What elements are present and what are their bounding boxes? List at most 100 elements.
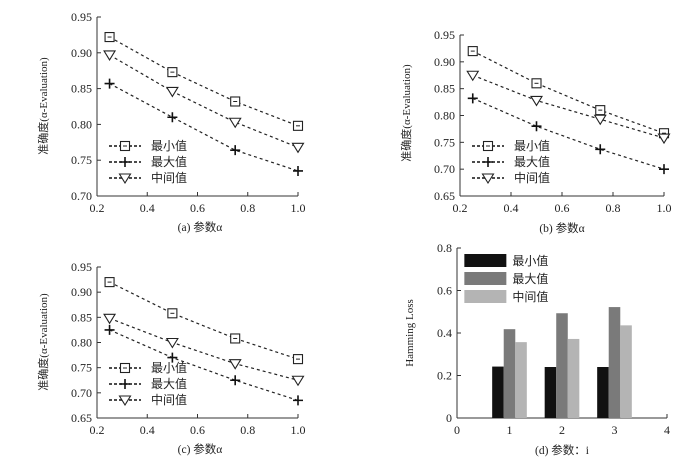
x-tick-label: 2 (559, 423, 565, 437)
series-triangle-point (165, 337, 179, 349)
y-tick-label: 0 (446, 411, 452, 425)
y-tick-label: 0.95 (434, 28, 455, 42)
legend-swatch (464, 290, 507, 303)
legend-entry: 最小值 (109, 360, 187, 375)
x-tick-label: 1.0 (291, 201, 306, 215)
legend-label: 最大值 (512, 271, 548, 286)
series-line (109, 83, 299, 172)
series-line (109, 281, 299, 360)
y-tick-label: 0.90 (71, 285, 92, 299)
bar (567, 338, 580, 418)
series-triangle-point (165, 86, 179, 98)
series-triangle-point (291, 375, 305, 387)
legend-label: 最小值 (512, 253, 548, 268)
y-tick-label: 0.65 (434, 189, 455, 203)
y-tick-label: 0.6 (437, 284, 452, 298)
x-tick-label: 3 (612, 423, 618, 437)
chart-caption: (d) 参数：i (535, 443, 589, 457)
series-line (109, 36, 299, 127)
y-tick-label: 0.90 (71, 46, 92, 60)
x-tick-label: 1 (507, 423, 513, 437)
series-triangle-point (657, 133, 671, 145)
bar (620, 325, 632, 418)
x-tick-label: 0.8 (240, 201, 255, 215)
legend-point (118, 395, 132, 407)
legend-entry: 最大值 (109, 154, 187, 169)
chart-caption: (a) 参数α (178, 220, 223, 234)
x-tick-label: 0.6 (190, 201, 205, 215)
x-tick-label: 4 (664, 423, 670, 437)
series-line (109, 54, 299, 148)
legend-entry: 最小值 (472, 138, 550, 153)
series-plus-point (659, 164, 669, 175)
series-plus-point (104, 78, 115, 89)
legend-entry: 最大值 (472, 154, 550, 169)
y-tick-label: 0.95 (71, 10, 92, 24)
y-tick-label: 0.80 (71, 117, 92, 131)
y-tick-label: 0.85 (71, 310, 92, 324)
series-triangle-point (103, 50, 117, 62)
bar (608, 307, 621, 418)
x-tick-label: 0.8 (606, 201, 621, 215)
legend-entry: 最小值 (464, 253, 548, 268)
series-plus (104, 78, 303, 176)
legend-point (481, 173, 495, 185)
series-plus-point (230, 145, 241, 156)
legend-label: 中间值 (514, 170, 550, 185)
series-square (467, 46, 670, 139)
series-line (109, 329, 299, 401)
series-triangle-point (530, 95, 543, 107)
bar (597, 367, 609, 418)
series-plus-point (293, 165, 303, 176)
series-triangle (103, 313, 305, 387)
chart-b: 0.65 0.70 0.75 0.80 0.85 0.90 0.95 0.2 0.4 0.6 0.8… (399, 28, 672, 235)
y-tick-label: 0.65 (71, 411, 92, 425)
y-tick-label: 0.70 (71, 189, 92, 203)
x-tick-label: 0.2 (90, 201, 105, 215)
x-tick-label: 0.6 (555, 201, 570, 215)
x-tick-label: 0.8 (240, 423, 255, 437)
y-axis-label: 准确度(α-Evaluation) (36, 293, 50, 391)
series-triangle-point (103, 313, 117, 325)
series-triangle-point (291, 142, 305, 154)
legend-point (483, 157, 493, 167)
x-tick-label: 0 (454, 423, 460, 437)
series-plus-point (167, 352, 178, 363)
chart-d: 0 0.2 0.4 0.6 0.8 0 1 2 3 4 Hamming Loss (d) 参数：i 最小… (404, 241, 670, 457)
bar (556, 313, 568, 418)
series-plus-point (293, 395, 303, 406)
y-tick-label: 0.75 (434, 135, 455, 149)
series-line (472, 97, 665, 170)
y-tick-label: 0.4 (437, 326, 452, 340)
legend-point (120, 157, 130, 167)
bar (544, 367, 557, 418)
legend-point (120, 379, 130, 389)
legend-label: 最小值 (151, 360, 187, 375)
series-plus (467, 93, 669, 175)
y-tick-label: 0.75 (71, 153, 92, 167)
y-tick-label: 0.75 (71, 361, 92, 375)
legend-label: 中间值 (512, 289, 548, 304)
legend-entry: 中间值 (109, 170, 187, 185)
series-triangle-point (228, 117, 242, 129)
legend-swatch (464, 254, 507, 267)
x-tick-label: 0.4 (140, 201, 155, 215)
x-tick-label: 1.0 (657, 201, 672, 215)
legend-entry: 最小值 (109, 138, 187, 153)
legend-label: 中间值 (151, 392, 187, 407)
legend-label: 最小值 (514, 138, 550, 153)
legend-entry: 中间值 (464, 289, 548, 304)
legend-label: 最大值 (514, 154, 550, 169)
series-plus-point (531, 121, 542, 132)
y-tick-label: 0.8 (437, 241, 452, 255)
series-triangle (466, 70, 671, 145)
series-line (472, 50, 665, 134)
y-axis-label: 准确度(α-Evaluation) (399, 64, 413, 162)
y-tick-label: 0.2 (437, 369, 452, 383)
series-square (104, 277, 304, 365)
bar (503, 329, 516, 418)
y-tick-label: 0.70 (434, 162, 455, 176)
y-tick-label: 0.95 (71, 260, 92, 274)
series-square (104, 31, 304, 131)
